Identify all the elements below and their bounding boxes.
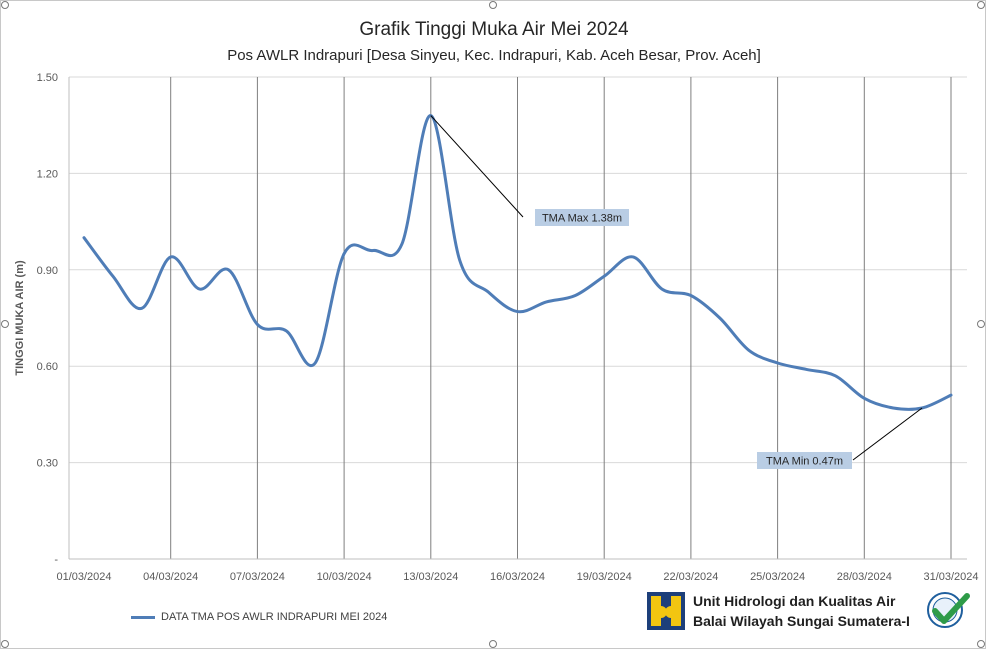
data-point[interactable] [603,275,606,278]
data-point[interactable] [863,397,866,400]
data-point[interactable] [111,275,114,278]
resize-handle-top-left[interactable] [1,1,9,9]
data-point[interactable] [256,323,259,326]
data-point[interactable] [227,268,230,271]
resize-handle-top-center[interactable] [489,1,497,9]
series-line[interactable] [82,114,953,411]
data-point[interactable] [574,294,577,297]
y-tick-label: 1.20 [37,168,58,180]
annotation-label: TMA Min 0.47m [766,456,843,468]
x-tick-label: 28/03/2024 [837,571,892,583]
x-tick-label: 07/03/2024 [230,571,285,583]
data-point[interactable] [458,259,461,262]
data-point[interactable] [343,252,346,255]
data-point[interactable] [776,361,779,364]
resize-handle-middle-right[interactable] [977,320,985,328]
data-point[interactable] [400,243,403,246]
data-point[interactable] [950,394,953,397]
organization-unit: Unit Hidrologi dan Kualitas Air [693,593,896,609]
x-tick-label: 19/03/2024 [577,571,632,583]
data-point[interactable] [892,406,895,409]
y-tick-label: 0.90 [37,265,58,277]
x-tick-label: 25/03/2024 [750,571,805,583]
x-tick-label: 16/03/2024 [490,571,545,583]
data-point[interactable] [516,310,519,313]
y-tick-label: 0.60 [37,361,58,373]
data-point[interactable] [487,291,490,294]
data-point[interactable] [198,288,201,291]
y-tick-label: - [54,554,58,566]
data-point[interactable] [834,374,837,377]
annotation-leader-line [430,115,524,218]
certification-badge-icon [927,592,970,628]
legend-swatch [131,615,155,619]
resize-handle-bottom-left[interactable] [1,640,9,648]
organization-name: Balai Wilayah Sungai Sumatera-I [693,613,910,629]
data-point[interactable] [372,249,375,252]
annotation-box[interactable] [757,452,852,469]
annotation-leader-line [852,407,923,461]
data-point[interactable] [314,361,317,364]
annotation-label: TMA Max 1.38m [542,213,622,225]
resize-handle-middle-left[interactable] [1,320,9,328]
data-point[interactable] [140,307,143,310]
data-point[interactable] [285,329,288,332]
data-point[interactable] [747,349,750,352]
data-point[interactable] [805,368,808,371]
y-tick-label: 0.30 [37,458,58,470]
data-point[interactable] [169,255,172,258]
resize-handle-bottom-right[interactable] [977,640,985,648]
legend-label: DATA TMA POS AWLR INDRAPURI MEI 2024 [161,611,388,623]
x-tick-label: 04/03/2024 [143,571,198,583]
pupr-logo-icon [647,592,685,630]
data-point[interactable] [545,300,548,303]
x-tick-label: 31/03/2024 [923,571,978,583]
data-point[interactable] [83,236,86,239]
chart-title[interactable]: Grafik Tinggi Muka Air Mei 2024 [359,19,629,40]
y-axis-title: TINGGI MUKA AIR (m) [14,260,26,376]
resize-handle-top-right[interactable] [977,1,985,9]
x-tick-label: 01/03/2024 [56,571,111,583]
data-point[interactable] [632,255,635,258]
x-tick-label: 10/03/2024 [317,571,372,583]
y-tick-label: 1.50 [37,72,58,84]
x-tick-label: 13/03/2024 [403,571,458,583]
chart-subtitle: Pos AWLR Indrapuri [Desa Sinyeu, Kec. In… [227,47,761,64]
data-point[interactable] [718,317,721,320]
resize-handle-bottom-center[interactable] [489,640,497,648]
legend[interactable]: DATA TMA POS AWLR INDRAPURI MEI 2024 [131,611,387,623]
x-tick-label: 22/03/2024 [663,571,718,583]
annotation-box[interactable] [535,209,629,226]
data-point[interactable] [661,288,664,291]
data-point[interactable] [689,294,692,297]
